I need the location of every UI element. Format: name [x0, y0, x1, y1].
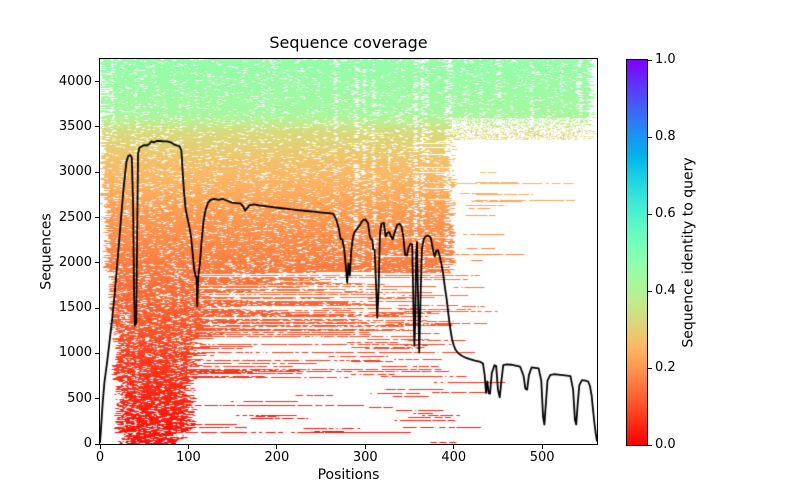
y-tick-label: 2500 [58, 209, 92, 225]
x-tick-label: 500 [529, 450, 555, 465]
y-tick-mark [95, 81, 99, 83]
y-tick-label: 0 [83, 436, 92, 451]
x-tick-mark [276, 445, 278, 449]
y-tick-mark [95, 443, 99, 445]
x-tick-label: 0 [95, 450, 105, 465]
colorbar-tick-mark [648, 367, 652, 369]
colorbar-tick-label: 0.4 [655, 283, 676, 298]
y-tick-mark [95, 217, 99, 219]
colorbar-tick-mark [648, 213, 652, 215]
colorbar [626, 59, 648, 446]
y-tick-mark [95, 398, 99, 400]
y-tick-mark [95, 171, 99, 173]
colorbar-tick-label: 0.6 [655, 206, 676, 221]
x-tick-mark [541, 445, 543, 449]
colorbar-tick-mark [648, 59, 652, 61]
chart-title: Sequence coverage [269, 33, 428, 52]
y-tick-mark [95, 262, 99, 264]
colorbar-tick-mark [648, 136, 652, 138]
x-tick-label: 300 [352, 450, 378, 465]
y-tick-label: 3500 [58, 118, 92, 134]
y-tick-label: 1500 [58, 300, 92, 316]
x-tick-mark [453, 445, 455, 449]
y-axis-label: Sequences [38, 213, 55, 290]
colorbar-label: Sequence identity to query [680, 157, 697, 348]
x-tick-label: 100 [176, 450, 201, 465]
y-tick-label: 1000 [58, 345, 92, 361]
x-tick-mark [364, 445, 366, 449]
y-tick-label: 3000 [58, 164, 92, 180]
y-tick-mark [95, 352, 99, 354]
y-tick-label: 500 [67, 390, 92, 406]
colorbar-tick-mark [648, 290, 652, 292]
x-tick-mark [187, 445, 189, 449]
x-tick-label: 200 [264, 450, 290, 465]
x-axis-label: Positions [317, 467, 380, 483]
colorbar-tick-label: 0.0 [655, 437, 676, 452]
y-tick-mark [95, 126, 99, 128]
colorbar-gradient-canvas [627, 60, 647, 445]
x-tick-label: 400 [441, 450, 467, 465]
colorbar-tick-mark [648, 444, 652, 446]
colorbar-tick-label: 0.8 [655, 129, 676, 144]
y-tick-mark [95, 307, 99, 309]
colorbar-tick-label: 0.2 [655, 360, 676, 375]
plot-frame [99, 58, 598, 445]
x-tick-mark [99, 445, 101, 449]
y-tick-label: 2000 [58, 254, 92, 270]
y-tick-label: 4000 [58, 73, 92, 89]
msa-heatmap-canvas [100, 59, 597, 444]
colorbar-tick-label: 1.0 [655, 52, 676, 67]
